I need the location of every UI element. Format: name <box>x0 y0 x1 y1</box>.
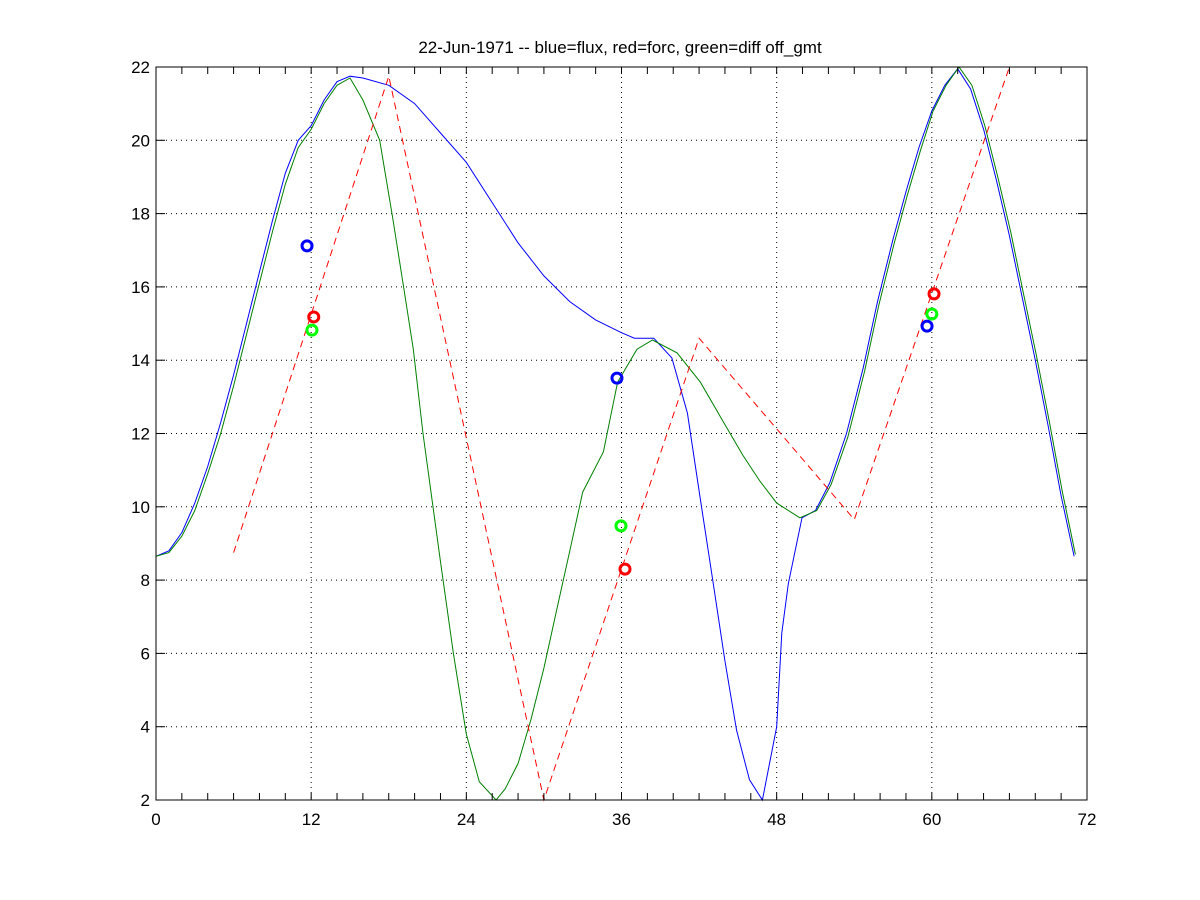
y-tick-label: 8 <box>141 571 150 590</box>
marker-point <box>920 319 934 333</box>
marker-point <box>307 310 321 324</box>
y-tick-label: 20 <box>131 131 150 150</box>
marker-point <box>300 239 314 253</box>
y-tick-label: 14 <box>131 351 150 370</box>
chart-title: 22-Jun-1971 -- blue=flux, red=forc, gree… <box>418 38 822 57</box>
x-tick-label: 72 <box>1078 810 1097 829</box>
marker-point <box>610 371 624 385</box>
y-tick-label: 6 <box>141 644 150 663</box>
series-line-1 <box>155 66 1076 801</box>
marker-point <box>618 562 632 576</box>
y-tick-label: 18 <box>131 205 150 224</box>
y-tick-label: 10 <box>131 498 150 517</box>
y-tick-label: 16 <box>131 278 150 297</box>
x-tick-label: 12 <box>302 810 321 829</box>
marker-point <box>614 519 628 533</box>
series-line-2 <box>233 66 1010 802</box>
x-tick-label: 36 <box>612 810 631 829</box>
marker-point <box>927 287 941 301</box>
y-tick-label: 2 <box>141 791 150 810</box>
grid <box>156 67 1087 800</box>
series-lines <box>155 66 1076 802</box>
series-line-0 <box>155 67 1075 802</box>
x-tick-label: 48 <box>767 810 786 829</box>
markers <box>300 239 941 576</box>
marker-point <box>925 307 939 321</box>
y-tick-label: 22 <box>131 58 150 77</box>
x-tick-label: 24 <box>457 810 476 829</box>
y-tick-label: 4 <box>141 718 150 737</box>
marker-point <box>305 323 319 337</box>
x-tick-label: 0 <box>151 810 160 829</box>
x-tick-label: 60 <box>922 810 941 829</box>
y-tick-label: 12 <box>131 425 150 444</box>
